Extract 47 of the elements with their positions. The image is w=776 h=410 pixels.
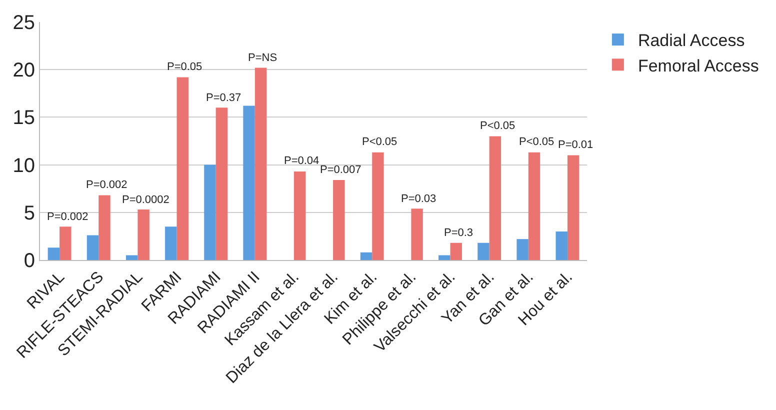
bar bbox=[216, 108, 228, 260]
annotation: P<0.05 bbox=[480, 120, 516, 132]
bar bbox=[126, 255, 138, 260]
annotation: P=0.007 bbox=[320, 164, 362, 176]
annotation: P<0.05 bbox=[362, 136, 398, 148]
legend-label: Femoral Access bbox=[638, 56, 759, 76]
annotation: P=0.002 bbox=[47, 211, 88, 223]
bar bbox=[372, 152, 384, 260]
y-tick-label: 25 bbox=[12, 12, 35, 34]
bar bbox=[450, 242, 462, 260]
bar bbox=[360, 252, 372, 260]
annotation: P=0.37 bbox=[206, 92, 242, 104]
bar bbox=[567, 155, 580, 260]
bar bbox=[333, 180, 345, 260]
annotation: P=0.05 bbox=[167, 61, 202, 73]
bar bbox=[478, 242, 490, 260]
bar bbox=[204, 164, 216, 260]
y-tick-label: 20 bbox=[12, 60, 35, 82]
annotation: P=0.01 bbox=[558, 139, 594, 151]
annotation: P<0.05 bbox=[519, 136, 554, 148]
bar bbox=[438, 255, 450, 260]
bar bbox=[294, 171, 306, 260]
annotation: P=0.04 bbox=[284, 155, 320, 167]
y-tick-label: 15 bbox=[12, 107, 35, 130]
bar bbox=[556, 231, 568, 260]
legend-label: Radial Access bbox=[638, 31, 745, 50]
bar bbox=[528, 152, 540, 260]
annotation: P=0.3 bbox=[444, 227, 474, 239]
annotation: P=0.0002 bbox=[122, 194, 170, 206]
bar bbox=[165, 226, 177, 260]
bar bbox=[489, 136, 502, 260]
y-tick-label: 0 bbox=[24, 250, 35, 272]
bar bbox=[516, 239, 528, 260]
annotation: P=NS bbox=[248, 52, 278, 64]
bar bbox=[243, 106, 255, 260]
bar bbox=[176, 77, 188, 260]
bar bbox=[138, 210, 150, 260]
bar bbox=[254, 68, 267, 260]
bar bbox=[86, 235, 99, 260]
bar bbox=[98, 195, 110, 260]
annotation: P=0.002 bbox=[86, 179, 128, 191]
bar bbox=[411, 208, 423, 260]
annotation: P=0.03 bbox=[401, 193, 436, 205]
y-tick-label: 10 bbox=[12, 154, 35, 177]
y-tick-label: 5 bbox=[24, 202, 35, 224]
bar bbox=[48, 248, 60, 260]
bar bbox=[60, 226, 72, 260]
